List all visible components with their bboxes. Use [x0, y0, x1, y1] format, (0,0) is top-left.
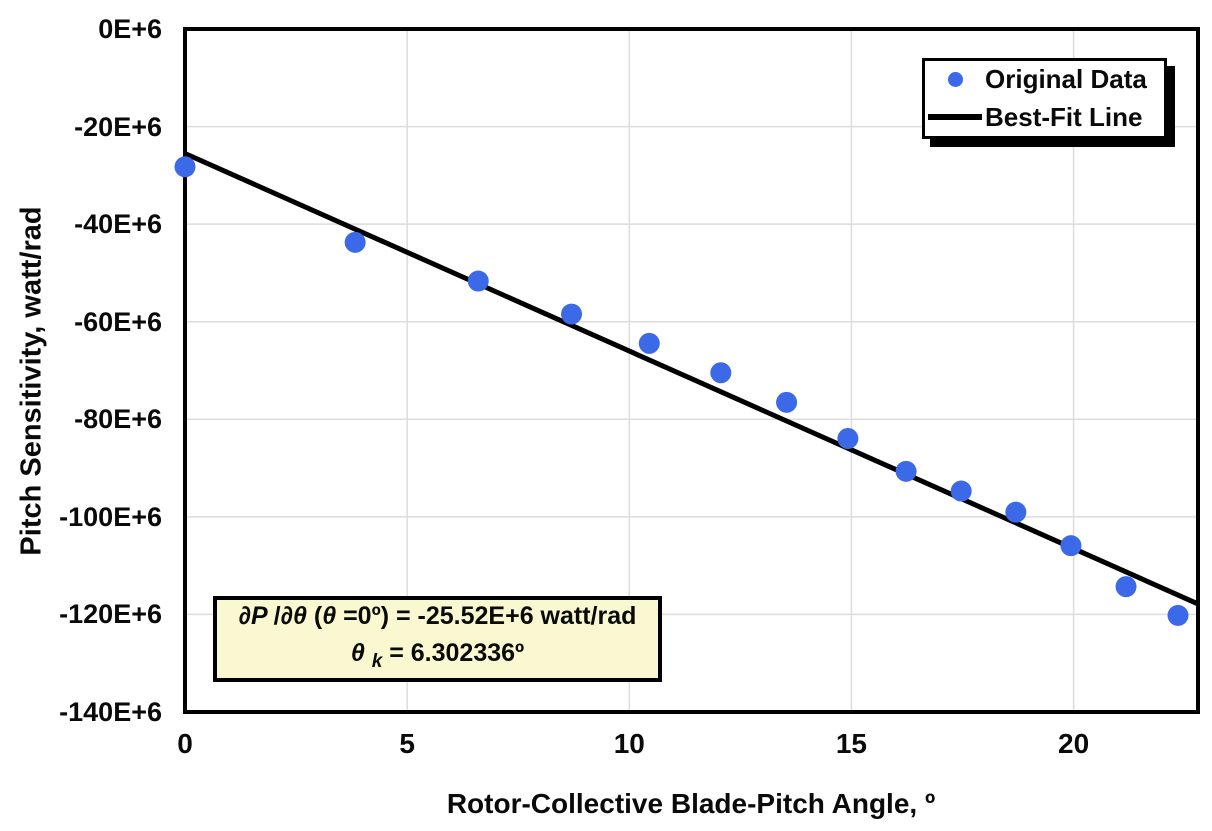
annotation-segment: θ	[350, 639, 372, 667]
data-point	[710, 362, 732, 384]
data-point	[776, 391, 798, 413]
x-tick-label: 0	[177, 728, 193, 759]
data-point	[561, 303, 583, 325]
y-tick-label: 0E+6	[98, 14, 162, 44]
data-point	[1167, 604, 1189, 626]
x-tick-label: 10	[613, 728, 645, 759]
data-point	[837, 428, 859, 450]
annotation-segment: = 6.302336º	[382, 639, 525, 667]
line-marker-icon	[928, 114, 982, 121]
annotation-line-1: ∂P /∂θ (θ =0º) = -25.52E+6 watt/rad	[217, 598, 658, 635]
annotation-segment: =0º) = -25.52E+6 watt/rad	[343, 602, 637, 630]
x-tick-label: 20	[1058, 728, 1090, 759]
data-point	[895, 460, 917, 482]
legend-label: Best-Fit Line	[985, 101, 1143, 132]
data-point	[344, 231, 366, 253]
data-point	[1060, 535, 1082, 557]
annotation-segment: (	[313, 602, 323, 630]
legend-item-best-fit-line: Best-Fit Line	[925, 99, 1164, 137]
best-fit-line	[183, 151, 1200, 607]
annotation-box: ∂P /∂θ (θ =0º) = -25.52E+6 watt/rad θ k …	[213, 596, 662, 682]
y-tick-label: -60E+6	[74, 306, 162, 337]
legend: Original Data Best-Fit Line	[922, 58, 1167, 139]
x-tick-label: 5	[399, 728, 415, 759]
y-tick-label: -100E+6	[59, 501, 162, 532]
data-point	[174, 156, 196, 178]
x-tick-label: 15	[835, 728, 868, 759]
y-tick-label: -140E+6	[59, 697, 162, 727]
data-point	[1115, 576, 1137, 598]
annotation-segment: ∂θ	[280, 602, 314, 630]
y-axis-title: Pitch Sensitivity, watt/rad	[15, 206, 48, 556]
y-tick-label: -40E+6	[74, 209, 162, 240]
data-point	[1005, 501, 1027, 523]
legend-marker-cell	[925, 72, 985, 88]
legend-item-original-data: Original Data	[925, 61, 1164, 99]
plot-frame	[183, 27, 1200, 714]
annotation-line-2: θ k = 6.302336º	[217, 635, 658, 680]
annotation-segment: k	[371, 651, 383, 672]
scatter-marker-icon	[947, 72, 963, 88]
annotation-segment: /	[273, 602, 281, 630]
x-axis-title: Rotor-Collective Blade-Pitch Angle, º	[446, 788, 936, 819]
annotation-segment: θ	[322, 602, 344, 630]
legend-label: Original Data	[985, 64, 1147, 95]
data-point	[950, 480, 972, 502]
data-point	[467, 270, 489, 292]
data-point	[638, 332, 660, 354]
y-tick-label: -80E+6	[74, 404, 162, 435]
y-tick-label: -20E+6	[74, 111, 162, 142]
annotation-segment: ∂P	[238, 602, 274, 630]
legend-marker-cell	[925, 114, 985, 121]
y-tick-label: -120E+6	[59, 599, 162, 630]
